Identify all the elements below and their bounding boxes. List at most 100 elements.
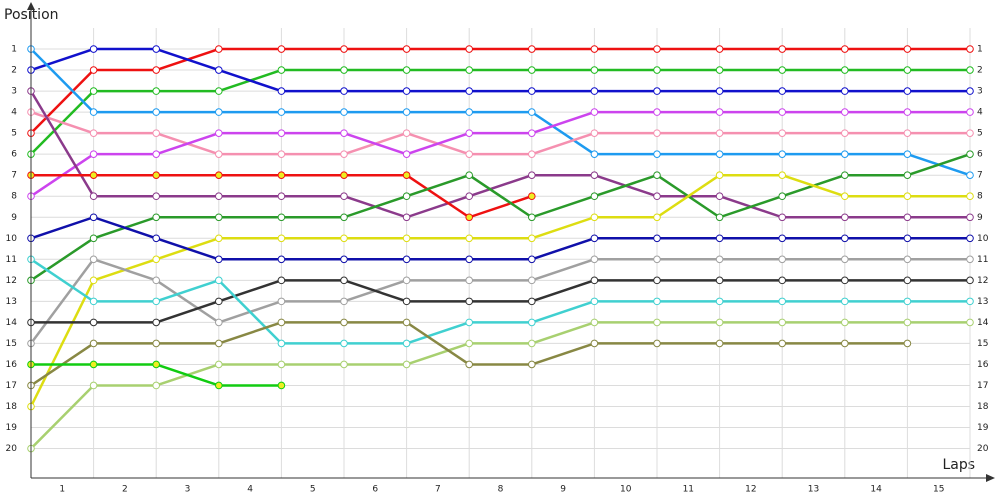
series-marker <box>152 87 160 95</box>
series-marker <box>340 45 348 53</box>
series-marker <box>966 276 974 285</box>
series-marker <box>966 66 974 74</box>
x-tick-label: 3 <box>185 485 191 495</box>
series-marker <box>402 129 411 137</box>
series-marker <box>89 87 98 95</box>
series-marker <box>841 66 849 74</box>
series-line <box>30 68 970 156</box>
series-marker <box>340 339 348 348</box>
series-marker <box>653 276 661 285</box>
series-marker <box>841 129 849 137</box>
series-marker <box>966 192 974 201</box>
series-marker <box>653 339 661 348</box>
series-marker <box>402 192 411 201</box>
series-marker <box>528 150 536 158</box>
series-marker <box>215 381 223 390</box>
series-marker <box>89 108 98 116</box>
series-marker <box>715 171 724 179</box>
series-marker <box>402 87 411 95</box>
series-marker <box>465 45 474 53</box>
series-marker <box>778 213 787 222</box>
series-marker <box>653 87 661 95</box>
series-line <box>31 279 970 324</box>
y-tick-label-right: 16 <box>977 360 989 370</box>
series-marker <box>528 192 536 201</box>
series-marker <box>841 150 849 158</box>
x-tick-label: 2 <box>122 485 128 495</box>
series-marker <box>966 171 974 179</box>
series-marker <box>715 45 724 53</box>
series-marker <box>465 171 474 179</box>
series-marker <box>465 108 474 116</box>
series-marker <box>340 276 348 285</box>
series-marker <box>465 150 474 158</box>
series-marker <box>402 297 411 306</box>
y-tick-label-right: 13 <box>977 297 988 307</box>
series-marker <box>653 45 661 53</box>
y-tick-label-right: 14 <box>977 318 989 328</box>
series-marker <box>715 150 724 158</box>
series-marker <box>528 108 536 116</box>
y-tick-label-right: 20 <box>977 444 989 454</box>
series-marker <box>402 171 411 179</box>
series-marker <box>778 192 787 201</box>
y-tick-label: 7 <box>11 171 17 181</box>
series-marker <box>215 171 223 179</box>
series-marker <box>778 297 787 306</box>
series-marker <box>152 255 160 264</box>
series-marker <box>715 255 724 264</box>
series-marker <box>778 234 787 243</box>
series-marker <box>841 297 849 306</box>
series-marker <box>465 213 474 222</box>
series-marker <box>528 297 536 306</box>
x-tick-label: 15 <box>933 485 944 495</box>
series-marker <box>277 66 286 74</box>
series-marker <box>340 213 348 222</box>
series-marker <box>590 45 599 53</box>
y-tick-label: 1 <box>11 45 17 55</box>
series-marker <box>966 87 974 95</box>
series-marker <box>590 255 599 264</box>
series-marker <box>215 339 223 348</box>
series-marker <box>277 213 286 222</box>
series-marker <box>277 339 286 348</box>
series-marker <box>465 276 474 285</box>
series-line <box>30 110 970 198</box>
series-marker <box>903 255 912 264</box>
series-marker <box>465 87 474 95</box>
y-tick-label: 9 <box>11 213 17 223</box>
y-tick-label: 4 <box>11 108 17 118</box>
series-marker <box>715 318 724 327</box>
series-marker <box>89 297 98 306</box>
series-marker <box>903 339 912 348</box>
series-marker <box>778 318 787 327</box>
series-marker <box>402 339 411 348</box>
series-marker <box>277 234 286 243</box>
series-marker <box>277 255 286 264</box>
series-marker <box>966 234 974 243</box>
y-tick-label-right: 10 <box>977 234 989 244</box>
series-marker <box>465 129 474 137</box>
series-marker <box>277 297 286 306</box>
y-tick-label: 10 <box>6 234 18 244</box>
series-marker <box>903 150 912 158</box>
series-marker <box>778 66 787 74</box>
series-marker <box>89 192 98 201</box>
series-marker <box>590 276 599 285</box>
series-line <box>30 216 970 261</box>
series-marker <box>841 87 849 95</box>
series-marker <box>89 171 98 179</box>
series-marker <box>89 360 98 369</box>
series-marker <box>89 255 98 264</box>
series-marker <box>966 150 974 158</box>
series-marker <box>277 171 286 179</box>
x-tick-label: 1 <box>59 485 65 495</box>
series-marker <box>465 360 474 369</box>
series-marker <box>528 234 536 243</box>
series-marker <box>715 87 724 95</box>
series-marker <box>152 108 160 116</box>
series-marker <box>715 297 724 306</box>
series-marker <box>152 45 160 53</box>
series-marker <box>778 150 787 158</box>
y-tick-label: 12 <box>6 276 17 286</box>
